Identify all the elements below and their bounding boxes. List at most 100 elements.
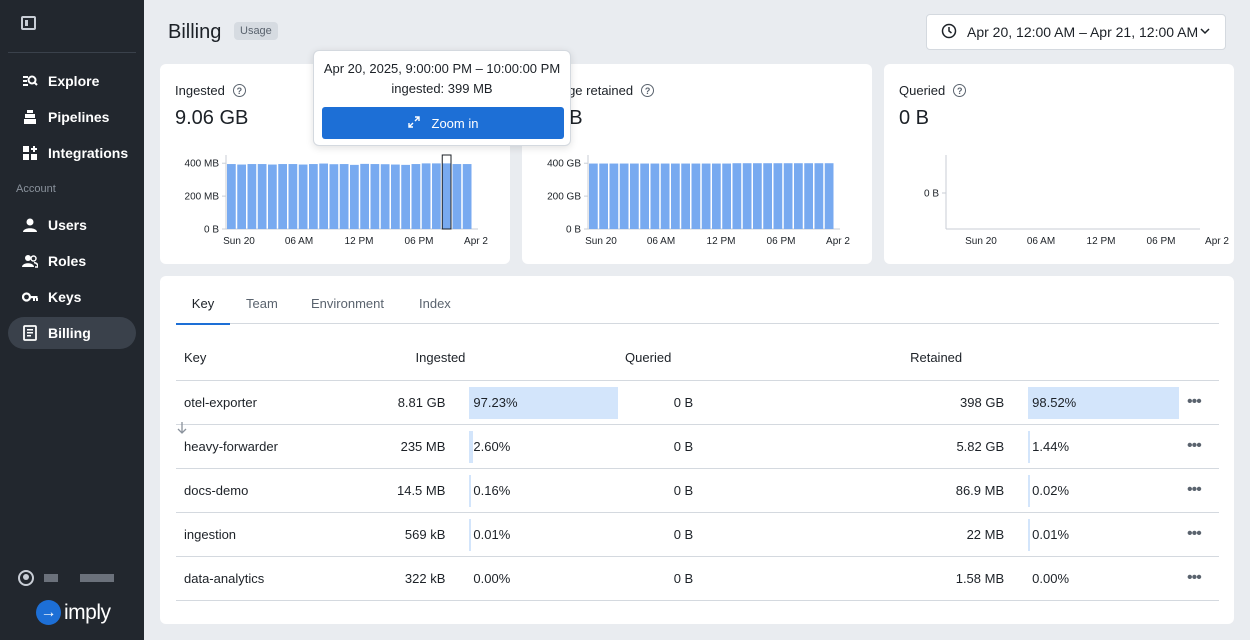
- table-row[interactable]: data-analytics 322 kB 0.00% 0 B 1.58 MB …: [176, 556, 1219, 601]
- tab-team[interactable]: Team: [246, 296, 278, 311]
- column-header-ingested[interactable]: Ingested: [351, 336, 470, 381]
- zoom-in-button[interactable]: Zoom in: [322, 107, 564, 139]
- sidebar-item-roles[interactable]: Roles: [8, 245, 136, 277]
- x-tick-label: Apr 2: [464, 236, 488, 247]
- chart-bar: [288, 164, 298, 229]
- more-options-icon[interactable]: •••: [1168, 556, 1219, 601]
- cell-key: otel-exporter: [176, 380, 352, 425]
- card-title: Queried: [899, 83, 946, 98]
- sidebar-item-integrations[interactable]: Integrations: [8, 137, 136, 169]
- sidebar-item-billing[interactable]: Billing: [8, 317, 136, 349]
- sidebar-item-label: Integrations: [48, 145, 129, 161]
- column-header-queried[interactable]: Queried: [610, 336, 785, 381]
- table-row[interactable]: ingestion 569 kB 0.01% 0 B 22 MB 0.01% •…: [176, 512, 1219, 557]
- share-percent: 0.02%: [1032, 482, 1070, 498]
- share-percent: 0.00%: [473, 570, 511, 586]
- chart-bar: [462, 164, 472, 229]
- chart-bar: [237, 164, 246, 229]
- more-options-icon[interactable]: •••: [1168, 424, 1219, 469]
- table-header-row: Key Ingested Queried Retained: [176, 336, 1219, 434]
- share-percent: 97.23%: [473, 394, 518, 410]
- pipelines-icon: [22, 109, 38, 125]
- card-value: 0 B: [899, 107, 930, 129]
- sidebar: Explore Pipelines Integrations Account U…: [0, 0, 144, 640]
- cell-ingested: 14.5 MB: [351, 468, 470, 513]
- date-range-picker[interactable]: Apr 20, 12:00 AM – Apr 21, 12:00 AM: [926, 14, 1226, 50]
- cell-queried: 0 B: [610, 556, 694, 601]
- sidebar-item-label: Explore: [48, 73, 100, 89]
- tab-index[interactable]: Index: [419, 296, 451, 311]
- chart-bar: [824, 163, 834, 229]
- tooltip-range: Apr 20, 2025, 9:00:00 PM – 10:00:00 PM: [323, 61, 561, 76]
- cell-ingested-share: 2.60%: [469, 424, 611, 469]
- chart-bar: [630, 163, 639, 229]
- y-tick-label: 0 B: [924, 189, 939, 200]
- help-icon[interactable]: ?: [232, 84, 246, 97]
- cell-spacer: [693, 380, 785, 425]
- cell-ingested-share: 0.00%: [469, 556, 611, 601]
- sidebar-toggle-icon[interactable]: [21, 16, 36, 30]
- chart-bar: [268, 164, 277, 229]
- queried-chart[interactable]: 0 B Sun 20 06 AM 12 PM 06 PM Apr 2: [884, 149, 1234, 264]
- x-tick-label: Apr 2: [1205, 236, 1229, 247]
- x-tick-label: 06 PM: [767, 236, 796, 247]
- imply-logo: → imply: [36, 600, 111, 625]
- x-tick-label: 06 AM: [285, 236, 313, 247]
- cell-spacer: [693, 468, 785, 513]
- ingested-chart[interactable]: 0 B 200 MB 400 MB Sun 20 06 AM 12 PM 06 PM Apr …: [160, 149, 510, 264]
- cell-spacer: [693, 424, 785, 469]
- bar-highlight: [441, 154, 452, 230]
- cell-retained: 22 MB: [784, 512, 1029, 557]
- more-options-icon[interactable]: •••: [1168, 468, 1219, 513]
- sidebar-item-label: Pipelines: [48, 109, 110, 125]
- storage-chart[interactable]: 0 B 200 GB 400 GB Sun 20 06 AM 12 PM 06 PM Apr …: [522, 149, 872, 264]
- page-title: Billing: [168, 21, 222, 43]
- chart-bar: [722, 163, 731, 229]
- share-percent: 0.01%: [473, 526, 511, 542]
- tab-environment[interactable]: Environment: [311, 296, 384, 311]
- chart-bar: [370, 164, 380, 229]
- cell-ingested: 8.81 GB: [351, 380, 470, 425]
- table-row[interactable]: otel-exporter 8.81 GB 97.23% 0 B 398 GB …: [176, 380, 1219, 425]
- table-row[interactable]: heavy-forwarder 235 MB 2.60% 0 B 5.82 GB…: [176, 424, 1219, 469]
- chart-bar: [411, 164, 421, 229]
- tab-key[interactable]: Key: [176, 296, 230, 325]
- share-bar: [1028, 518, 1031, 551]
- share-bar: [1028, 474, 1031, 507]
- chart-bar: [660, 163, 670, 229]
- chart-bar: [742, 163, 752, 229]
- cell-retained-share: 0.00%: [1028, 556, 1169, 601]
- share-percent: 1.44%: [1032, 438, 1070, 454]
- help-icon[interactable]: ?: [953, 84, 967, 97]
- chart-bar: [339, 164, 349, 229]
- sidebar-item-explore[interactable]: Explore: [8, 65, 136, 97]
- table-row[interactable]: docs-demo 14.5 MB 0.16% 0 B 86.9 MB 0.02…: [176, 468, 1219, 513]
- chart-bar: [257, 164, 267, 229]
- chart-bar: [432, 163, 441, 229]
- queried-card-title-row: Queried ?: [899, 83, 967, 98]
- cell-retained: 1.58 MB: [784, 556, 1029, 601]
- share-bar: [1028, 430, 1031, 463]
- cell-queried: 0 B: [610, 424, 694, 469]
- sidebar-item-label: Keys: [48, 289, 82, 305]
- sidebar-item-keys[interactable]: Keys: [8, 281, 136, 313]
- x-tick-label: 12 PM: [345, 236, 374, 247]
- x-tick-label: Sun 20: [965, 236, 997, 247]
- cell-spacer: [693, 512, 785, 557]
- column-header-key[interactable]: Key: [176, 336, 352, 381]
- user-icon: [22, 217, 38, 233]
- share-bar: [469, 518, 472, 551]
- user-menu[interactable]: [18, 570, 114, 586]
- chart-bar: [619, 163, 629, 229]
- cell-queried: 0 B: [610, 468, 694, 513]
- column-header-retained[interactable]: Retained: [784, 336, 1029, 381]
- help-icon[interactable]: ?: [641, 84, 655, 97]
- sidebar-item-label: Billing: [48, 325, 91, 341]
- more-options-icon[interactable]: •••: [1168, 512, 1219, 557]
- date-range-text: Apr 20, 12:00 AM – Apr 21, 12:00 AM: [967, 24, 1199, 40]
- y-tick-label: 400 GB: [547, 159, 581, 170]
- chart-bar: [329, 164, 339, 229]
- sidebar-item-pipelines[interactable]: Pipelines: [8, 101, 136, 133]
- sidebar-item-users[interactable]: Users: [8, 209, 136, 241]
